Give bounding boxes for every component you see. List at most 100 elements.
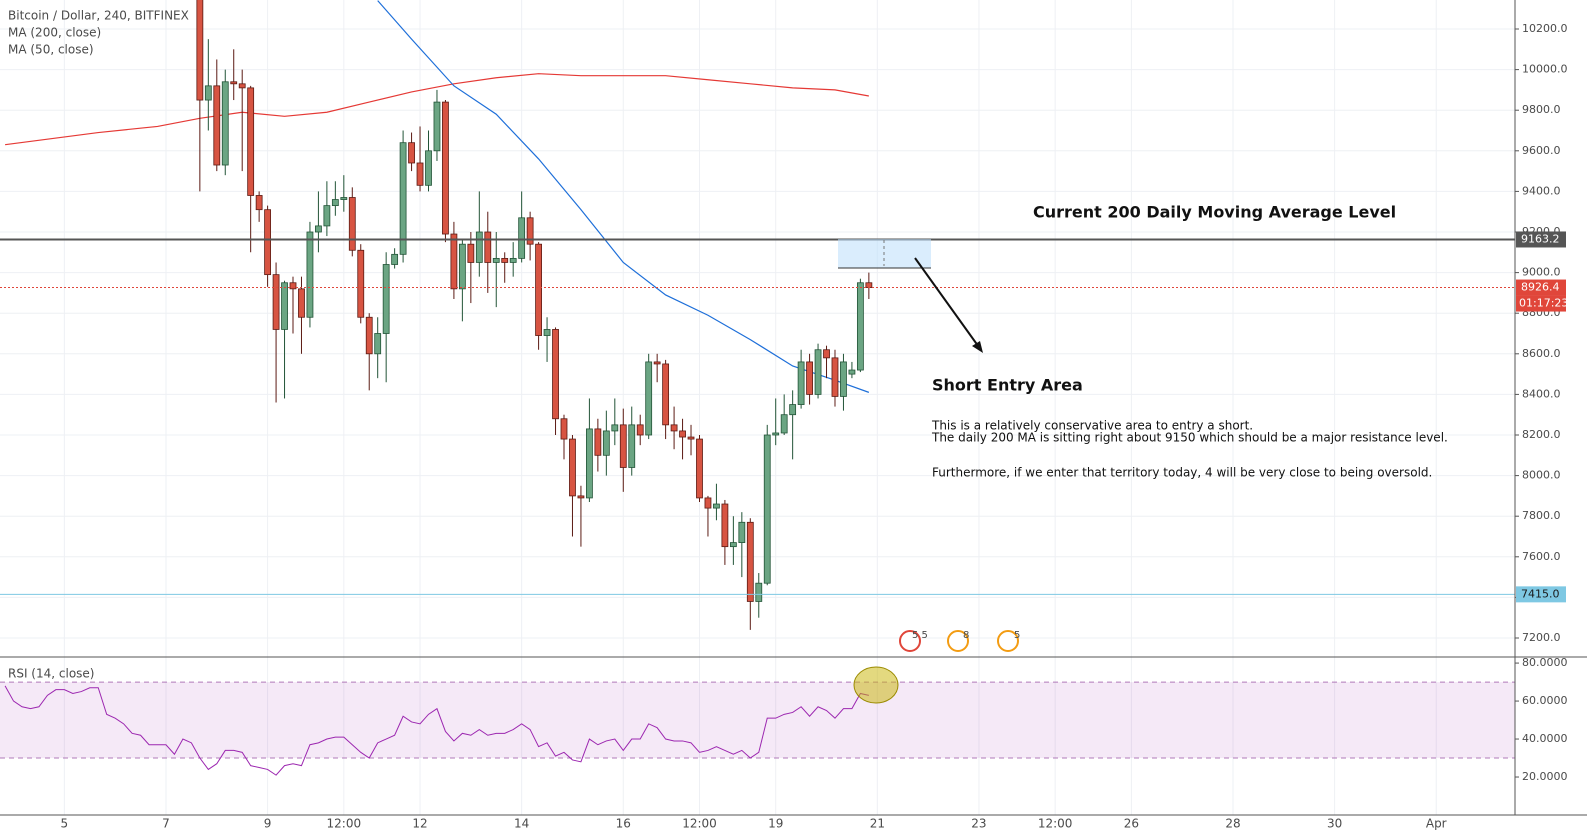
price-label-box [1516,231,1566,248]
y-tick-label: 80.0000 [1522,656,1568,669]
candle-body [391,253,399,265]
candle-body [298,288,305,318]
candle-body [408,142,415,164]
candle-body [772,432,780,436]
candle-body [713,503,720,509]
ma-line [5,73,869,146]
x-tick-label: 12 [412,817,427,831]
y-tick-label: 8400.0 [1522,387,1561,400]
y-tick-label: 8000.0 [1522,469,1561,482]
candle-body [374,333,382,355]
y-tick-label: 10200.0 [1522,22,1568,35]
y-tick-label: 8600.0 [1522,347,1561,360]
candle-body [272,274,280,330]
y-tick-label: 8200.0 [1522,428,1561,441]
countdown: 01:17:23 [1519,297,1568,310]
candle-body [323,205,331,227]
candle-body [653,361,661,365]
annotation: Short Entry Area [932,376,1083,395]
candle-body [509,257,517,263]
candle-body [492,257,500,263]
candle-body [687,436,695,440]
candle-body [416,162,424,186]
event-icon [997,630,1019,652]
candle-body [636,424,644,436]
y-tick-label: 9000.0 [1522,266,1561,279]
candle-body [619,424,627,468]
candle-body [340,197,348,200]
legend-entry: MA (50, close) [8,43,94,57]
candle-body [594,428,602,456]
y-tick-label: 9600.0 [1522,144,1561,157]
y-tick-label: 7600.0 [1522,550,1561,563]
candle-body [543,329,551,336]
candle-body [501,257,509,263]
candle-body [780,414,788,434]
y-tick-label: 20.0000 [1522,770,1568,783]
candle-body [450,233,458,290]
candle-body [662,363,670,426]
candle-body [704,497,712,509]
arrow-head [972,341,983,353]
event-icons: 5 5 8 5 [899,630,1020,652]
arrow [914,257,982,351]
candle-body [348,197,356,251]
candle-body [628,424,636,468]
x-tick-label: 19 [768,817,783,831]
candle-body [763,434,771,584]
candle-body [365,316,373,355]
candle-body [467,243,475,263]
chart-title: Bitcoin / Dollar, 240, BITFINEX [8,9,189,23]
candle-body [475,231,483,263]
candle-body [831,357,839,397]
annotation: The daily 200 MA is sitting right about … [931,431,1448,445]
x-tick-label: 12:00 [682,817,717,831]
event-icon [899,630,921,652]
candle-body [670,424,678,432]
legend-entry: MA (200, close) [8,26,101,40]
candle-body [281,282,288,330]
price-label: 9163.2 [1521,232,1560,245]
x-tick-label: Apr [1426,817,1447,831]
x-tick-label: 12:00 [1038,817,1073,831]
x-tick-label: 30 [1327,817,1342,831]
candle-body [679,430,686,438]
candle-body [577,495,585,499]
candle-body [247,87,255,196]
y-tick-label: 40.0000 [1522,732,1568,745]
x-tick-label: 21 [870,817,885,831]
x-tick-label: 5 [61,817,69,831]
candle-body [238,83,246,89]
candle-body [746,521,754,602]
candle-body [738,521,746,543]
event-count: 5 5 [912,630,928,641]
candle-body [315,225,322,233]
candle-body [552,329,559,420]
annotation: Current 200 Daily Moving Average Level [1033,203,1396,222]
countdown-box [1516,295,1566,312]
candle-body [289,282,297,290]
x-tick-label: 23 [971,817,986,831]
price-label: 8926.4 [1521,281,1560,294]
candle-body [797,361,805,405]
plot [0,0,1515,776]
candle-body [399,142,407,255]
candle-body [382,264,390,334]
x-tick-label: 26 [1124,817,1139,831]
candle-body [755,582,763,602]
candle-body [611,424,619,432]
candle-body [789,404,797,416]
candle-body [602,430,610,456]
y-tick-label: 7200.0 [1522,631,1561,644]
candle-body [357,249,365,318]
candle-body [458,243,466,290]
candle-body [425,150,432,186]
y-tick-label: 10000.0 [1522,63,1568,76]
event-count: 5 [1014,630,1020,641]
candle-body [806,361,813,395]
event-count: 8 [963,630,969,641]
price-label-box [1516,279,1566,296]
candle-body [729,542,737,548]
